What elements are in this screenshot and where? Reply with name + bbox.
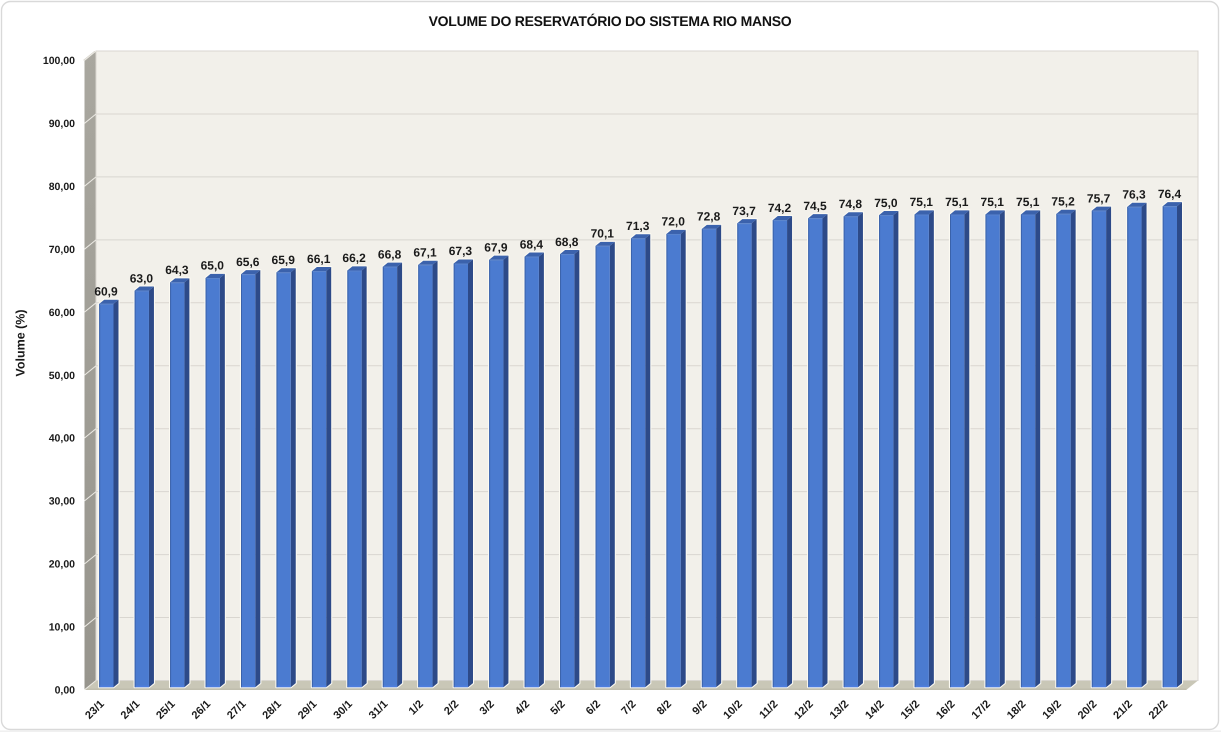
svg-text:100,00: 100,00 (43, 55, 75, 67)
svg-text:40,00: 40,00 (49, 433, 75, 445)
svg-text:75,1: 75,1 (910, 195, 934, 209)
svg-text:67,3: 67,3 (449, 244, 473, 258)
svg-text:75,1: 75,1 (981, 195, 1005, 209)
svg-text:75,7: 75,7 (1087, 191, 1111, 205)
svg-text:74,8: 74,8 (839, 197, 863, 211)
svg-text:68,4: 68,4 (520, 237, 544, 251)
svg-text:76,3: 76,3 (1122, 188, 1146, 202)
svg-text:76,4: 76,4 (1158, 187, 1182, 201)
svg-text:75,1: 75,1 (945, 195, 969, 209)
svg-text:65,0: 65,0 (201, 259, 225, 273)
svg-text:66,1: 66,1 (307, 252, 331, 266)
svg-text:65,6: 65,6 (236, 255, 260, 269)
svg-text:50,00: 50,00 (49, 370, 75, 382)
svg-text:30,00: 30,00 (49, 496, 75, 508)
svg-text:20,00: 20,00 (49, 559, 75, 571)
svg-text:68,8: 68,8 (555, 235, 579, 249)
svg-text:74,2: 74,2 (768, 201, 792, 215)
svg-text:73,7: 73,7 (732, 204, 756, 218)
svg-text:75,0: 75,0 (874, 196, 898, 210)
svg-text:80,00: 80,00 (49, 181, 75, 193)
svg-text:64,3: 64,3 (165, 263, 189, 277)
svg-text:74,5: 74,5 (803, 199, 827, 213)
svg-text:0,00: 0,00 (55, 685, 76, 697)
svg-text:60,9: 60,9 (94, 285, 118, 299)
svg-text:65,9: 65,9 (272, 253, 296, 267)
svg-text:70,00: 70,00 (49, 244, 75, 256)
svg-text:72,8: 72,8 (697, 210, 721, 224)
svg-text:66,8: 66,8 (378, 247, 402, 261)
svg-text:71,3: 71,3 (626, 219, 650, 233)
svg-text:72,0: 72,0 (662, 215, 686, 229)
svg-text:60,00: 60,00 (49, 307, 75, 319)
svg-text:67,1: 67,1 (413, 246, 437, 260)
svg-text:66,2: 66,2 (342, 251, 366, 265)
svg-text:90,00: 90,00 (49, 118, 75, 130)
svg-text:VOLUME DO RESERVATÓRIO DO SIST: VOLUME DO RESERVATÓRIO DO SISTEMA RIO MA… (429, 13, 792, 29)
svg-text:Volume (%): Volume (%) (14, 309, 28, 376)
svg-text:63,0: 63,0 (130, 271, 154, 285)
svg-text:67,9: 67,9 (484, 241, 508, 255)
svg-text:75,1: 75,1 (1016, 195, 1040, 209)
svg-text:75,2: 75,2 (1051, 195, 1075, 209)
svg-text:10,00: 10,00 (49, 622, 75, 634)
svg-text:70,1: 70,1 (591, 227, 615, 241)
